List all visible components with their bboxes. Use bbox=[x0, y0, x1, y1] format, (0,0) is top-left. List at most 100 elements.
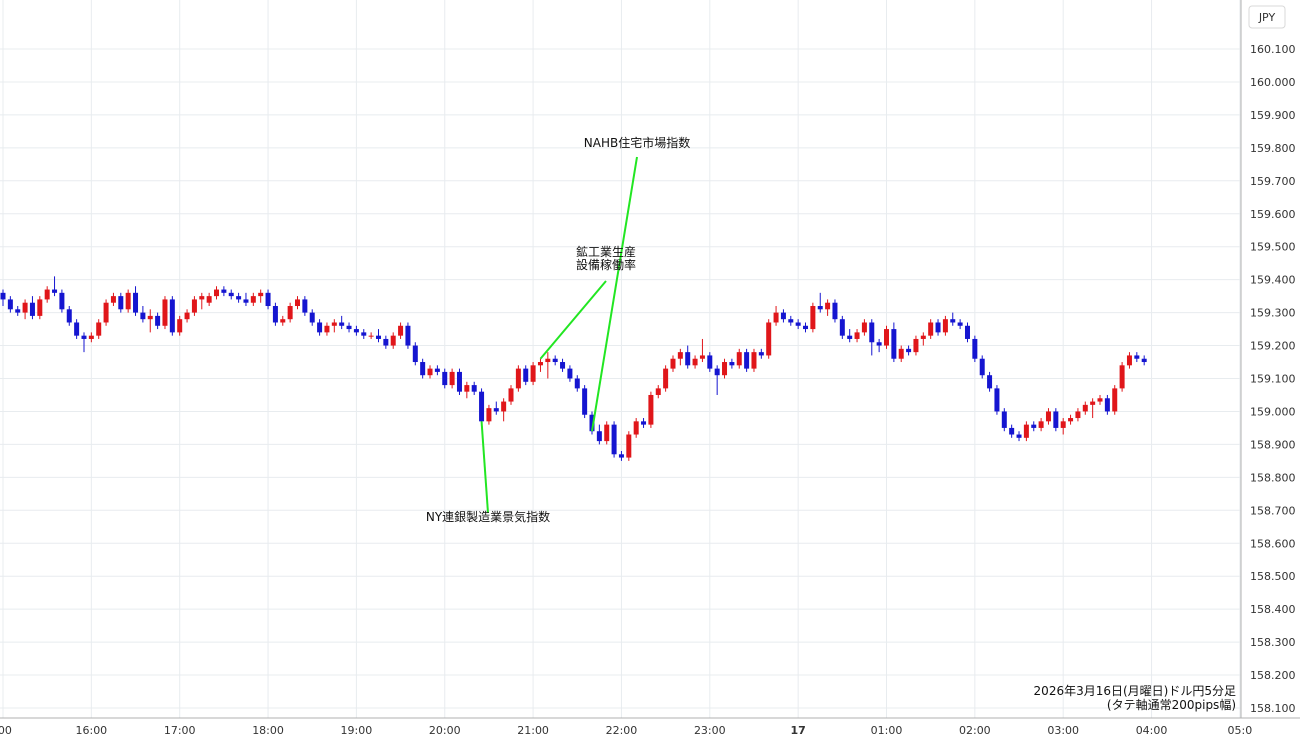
candle-body bbox=[206, 296, 212, 303]
candle-body bbox=[1104, 398, 1110, 412]
x-tick-label: :00 bbox=[0, 724, 12, 737]
candle bbox=[1126, 352, 1132, 369]
candle bbox=[59, 289, 65, 313]
candle bbox=[1053, 408, 1059, 432]
candle bbox=[1141, 355, 1147, 366]
candle bbox=[15, 306, 21, 316]
currency-label: JPY bbox=[1258, 11, 1276, 24]
candle bbox=[169, 296, 175, 336]
y-tick-label: 159.100 bbox=[1250, 373, 1296, 386]
candle-body bbox=[265, 292, 271, 307]
annotation-line bbox=[591, 156, 638, 432]
candle bbox=[280, 315, 286, 326]
candle bbox=[942, 315, 948, 336]
candle bbox=[398, 322, 404, 339]
candle-body bbox=[66, 309, 72, 323]
candle bbox=[295, 296, 300, 310]
candle bbox=[177, 315, 183, 336]
candle-body bbox=[825, 302, 831, 310]
candle-body bbox=[861, 322, 867, 333]
candle-body bbox=[869, 322, 875, 343]
candle bbox=[604, 421, 610, 445]
candle-body bbox=[972, 338, 978, 359]
candle bbox=[964, 322, 970, 343]
candle-body bbox=[103, 302, 109, 323]
x-tick-label: 03:00 bbox=[1047, 724, 1079, 737]
candle-body bbox=[199, 296, 205, 300]
candle-body bbox=[663, 368, 669, 389]
annotation-label-line: NY連銀製造業景気指数 bbox=[426, 509, 550, 524]
candle bbox=[155, 312, 161, 330]
candle bbox=[272, 302, 278, 326]
candle bbox=[803, 322, 809, 333]
candle bbox=[744, 348, 750, 372]
candle bbox=[545, 352, 551, 379]
candle-body bbox=[412, 345, 418, 363]
candle bbox=[692, 355, 698, 369]
candle bbox=[611, 421, 617, 458]
candle-body bbox=[456, 371, 462, 392]
caption-line-2: (タテ軸通常200pips幅) bbox=[1107, 697, 1236, 712]
candle-body bbox=[928, 322, 934, 336]
candle bbox=[390, 332, 396, 349]
candle-body bbox=[1134, 355, 1140, 359]
candle bbox=[228, 289, 234, 300]
candle bbox=[560, 358, 566, 372]
candle bbox=[52, 276, 58, 297]
candle-body bbox=[29, 302, 35, 316]
candle-body bbox=[361, 332, 367, 336]
candle-body bbox=[582, 388, 588, 415]
x-tick-label: 05:0 bbox=[1228, 724, 1253, 737]
x-tick-label: 21:00 bbox=[517, 724, 549, 737]
candle bbox=[839, 315, 845, 339]
candle bbox=[714, 365, 720, 395]
candle-body bbox=[479, 391, 485, 422]
candle-body bbox=[442, 371, 448, 386]
candle-body bbox=[169, 299, 175, 333]
candle-body bbox=[788, 319, 794, 323]
candle bbox=[891, 322, 897, 363]
candle-body bbox=[876, 342, 882, 346]
candle-body bbox=[184, 312, 190, 320]
candle bbox=[361, 329, 367, 339]
y-tick-label: 158.800 bbox=[1250, 471, 1296, 484]
candle-body bbox=[52, 289, 58, 293]
candle bbox=[869, 319, 875, 356]
candle bbox=[199, 292, 205, 310]
candle bbox=[722, 358, 728, 379]
candle bbox=[810, 302, 816, 333]
candle-body bbox=[309, 312, 315, 323]
candle bbox=[1075, 408, 1081, 422]
candle bbox=[1045, 408, 1051, 425]
candle bbox=[552, 355, 558, 366]
candle-body bbox=[964, 325, 970, 339]
candle bbox=[699, 338, 705, 363]
candle-body bbox=[751, 352, 757, 369]
candle bbox=[751, 348, 757, 372]
candle bbox=[0, 289, 6, 307]
x-tick-label: 18:00 bbox=[252, 724, 284, 737]
annotation-label: 鉱工業生産設備稼働率 bbox=[576, 244, 636, 272]
candle-body bbox=[147, 315, 153, 320]
candle bbox=[133, 286, 139, 316]
candle bbox=[618, 450, 624, 461]
candle-body bbox=[950, 319, 956, 323]
candle-body bbox=[560, 362, 566, 369]
candle-body bbox=[420, 362, 426, 376]
x-tick-label: 02:00 bbox=[959, 724, 991, 737]
candle bbox=[574, 375, 580, 392]
candle-body bbox=[670, 358, 676, 369]
candle-body bbox=[302, 299, 308, 313]
candle-body bbox=[1053, 411, 1059, 428]
candle-body bbox=[891, 329, 897, 359]
candle-body bbox=[567, 368, 573, 379]
candle-body bbox=[243, 299, 249, 303]
candle bbox=[1060, 418, 1066, 435]
candle-body bbox=[839, 319, 845, 336]
candle-body bbox=[118, 296, 124, 310]
candle bbox=[96, 319, 102, 339]
candle-body bbox=[471, 385, 477, 392]
currency-badge[interactable] bbox=[1248, 5, 1286, 29]
candle bbox=[1016, 431, 1022, 442]
